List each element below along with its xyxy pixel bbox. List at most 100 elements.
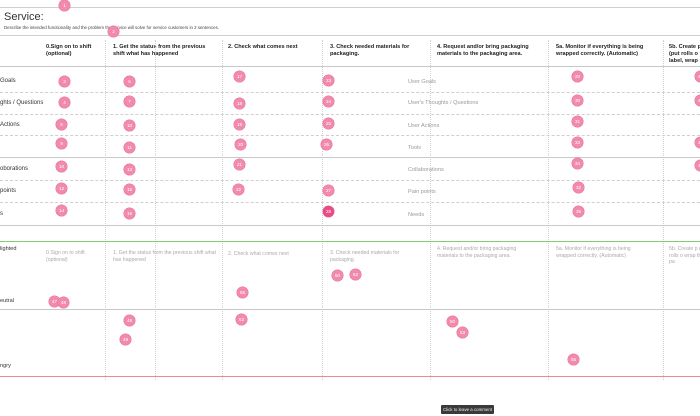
row-label-user-goals: User Goals (408, 79, 436, 85)
step-header-2[interactable]: 2. Check what comes next (228, 44, 298, 50)
emotion-label-angry: ngry (0, 363, 11, 369)
emotion-marker[interactable]: 53 (350, 269, 361, 280)
row-label-actions: Actions (0, 122, 20, 128)
comment-marker[interactable]: 6 (56, 119, 67, 130)
row-divider (0, 180, 700, 181)
row-divider (0, 157, 700, 158)
comment-marker[interactable]: 19 (234, 119, 245, 130)
emotion-marker[interactable]: 55 (568, 354, 579, 365)
row-label-collaborations: oborations (0, 166, 29, 172)
comment-marker[interactable]: 4 (59, 97, 70, 108)
column-divider (663, 40, 664, 380)
emotion-step-3: 3. Check needed materials for packaging. (330, 250, 400, 263)
column-divider (222, 40, 223, 380)
comment-marker[interactable]: 9 (56, 138, 67, 149)
column-divider (105, 40, 106, 380)
row-divider (0, 225, 700, 226)
emotion-step-1: 1. Get the status from the previous shif… (113, 250, 216, 263)
emotion-step-0: 0.Sign on to shift (optional) (46, 250, 85, 263)
comment-marker[interactable]: 7 (124, 96, 135, 107)
comment-marker[interactable]: 12 (56, 183, 67, 194)
row-label-pain-points: Pain points (408, 189, 436, 195)
emotion-marker[interactable]: 50 (447, 316, 458, 327)
step-header-0[interactable]: 0.Sign on to shift (optional) (46, 44, 92, 58)
row-label-goals: Goals (0, 78, 16, 84)
comment-marker[interactable]: 10 (124, 120, 135, 131)
emotion-step-5b: 5b. Create p (put rolls o wrap the pa (669, 246, 700, 266)
comment-marker[interactable]: 23 (323, 75, 334, 86)
comment-marker[interactable]: 16 (124, 208, 135, 219)
comment-marker[interactable]: 22 (233, 184, 244, 195)
emotion-step-4: 4. Request and/or bring packaging materi… (437, 246, 517, 259)
service-title[interactable]: Service: (4, 11, 44, 23)
row-label-user-thoughts: User's Thoughts / Questions (408, 100, 479, 106)
row-divider (0, 114, 700, 115)
row-label-tools: Tools (408, 145, 422, 151)
comment-marker[interactable]: 41 (695, 95, 700, 106)
column-divider (155, 40, 156, 380)
comment-marker[interactable]: 30 (572, 95, 583, 106)
comment-marker[interactable]: 13 (124, 164, 135, 175)
row-label-collaborations: Collaborations (408, 167, 444, 173)
comment-marker[interactable]: 15 (124, 184, 135, 195)
row-label-user-actions: User Actions (408, 123, 440, 129)
comment-marker[interactable]: 11 (124, 142, 135, 153)
comment-marker[interactable]: 10 (56, 161, 67, 172)
comment-marker[interactable]: 14 (56, 205, 67, 216)
emotion-delighted-line (0, 241, 700, 242)
emotion-marker[interactable]: 53 (236, 314, 247, 325)
row-divider (0, 92, 700, 93)
comment-marker[interactable]: 42 (695, 137, 700, 148)
comment-marker[interactable]: 20 (235, 139, 246, 150)
row-divider (0, 135, 700, 136)
emotion-marker[interactable]: 48 (58, 297, 69, 308)
emotion-angry-line (0, 376, 700, 377)
comment-marker-selected[interactable]: 28 (323, 206, 334, 217)
comment-marker[interactable]: 34 (572, 158, 583, 169)
comment-marker[interactable]: 2 (108, 26, 119, 37)
step-header-4[interactable]: 4. Request and/or bring packaging materi… (437, 44, 529, 58)
emotion-marker[interactable]: 49 (120, 334, 131, 345)
row-label-needs: Needs (408, 212, 425, 218)
comment-marker[interactable]: 33 (572, 137, 583, 148)
column-divider (548, 40, 549, 380)
comment-marker[interactable]: 17 (234, 71, 245, 82)
row-label-painpoints: points (0, 188, 17, 194)
comment-marker[interactable]: 5 (124, 76, 135, 87)
comment-marker[interactable]: 31 (572, 116, 583, 127)
comment-marker[interactable]: 27 (323, 185, 334, 196)
column-divider (322, 40, 323, 380)
row-label-thoughts: ghts / Questions (0, 100, 44, 106)
header-divider (0, 66, 700, 67)
step-header-5b[interactable]: 5b. Create p (put rolls o label, wrap (669, 44, 700, 65)
comment-marker[interactable]: 20 (572, 71, 583, 82)
emotion-label-neutral: eutral (0, 298, 14, 304)
leave-comment-tooltip: Click to leave a comment (441, 405, 494, 414)
emotion-marker[interactable]: 50 (332, 270, 343, 281)
emotion-marker[interactable]: 47 (49, 296, 60, 307)
comment-marker[interactable]: 43 (695, 160, 700, 171)
comment-marker[interactable]: 3 (59, 76, 70, 87)
emotion-step-5a: 5a. Monitor if everything is being wrapp… (556, 246, 631, 259)
comment-marker[interactable]: 21 (234, 159, 245, 170)
comment-marker[interactable]: 35 (573, 206, 584, 217)
emotion-marker[interactable]: 53 (457, 327, 468, 338)
emotion-marker[interactable]: 55 (237, 287, 248, 298)
column-divider (430, 40, 431, 380)
emotion-marker[interactable]: 49 (124, 315, 135, 326)
step-header-5a[interactable]: 5a. Monitor if everything is being wrapp… (556, 44, 644, 58)
comment-marker[interactable]: 26 (321, 139, 332, 150)
emotion-neutral-line (0, 309, 700, 310)
row-label-needs: s (0, 211, 3, 217)
step-header-1[interactable]: 1. Get the status from the previous shif… (113, 44, 206, 58)
comment-marker[interactable]: 24 (323, 96, 334, 107)
comment-marker[interactable]: 1 (59, 0, 70, 11)
step-header-3[interactable]: 3. Check needed materials for packaging. (330, 44, 410, 58)
comment-marker[interactable]: 40 (695, 71, 700, 82)
emotion-step-2: 2. Check what comes next (228, 251, 289, 257)
comment-marker[interactable]: 18 (234, 98, 245, 109)
comment-marker[interactable]: 32 (573, 182, 584, 193)
service-header-box (0, 7, 700, 36)
row-divider (0, 202, 700, 203)
comment-marker[interactable]: 25 (323, 118, 334, 129)
